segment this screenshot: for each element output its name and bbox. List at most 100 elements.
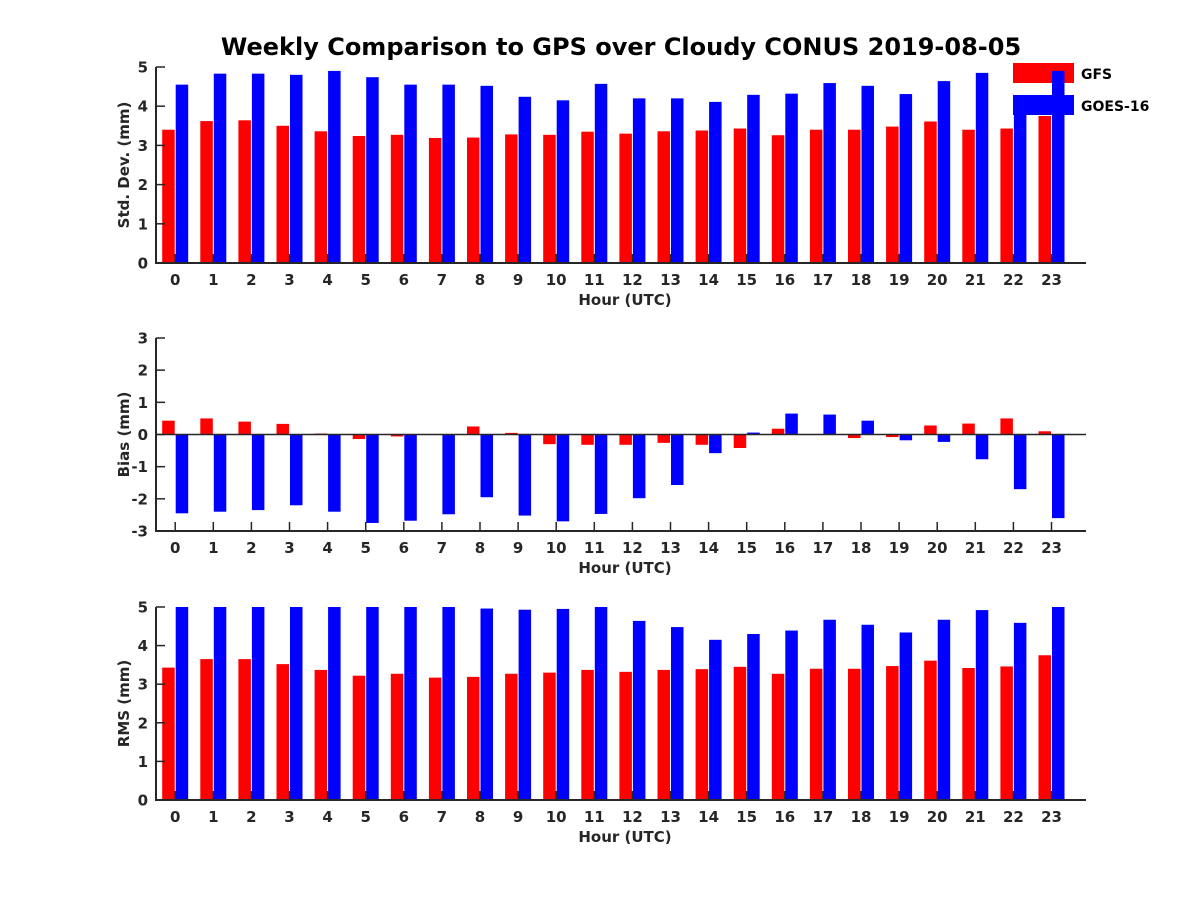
stddev-bar-gfs-5 [352, 135, 366, 263]
rms-bar-goes16-10 [556, 608, 570, 800]
rms-x-tick-label: 22 [1003, 808, 1024, 826]
legend-label-gfs: GFS [1081, 67, 1112, 83]
bias-bar-gfs-5 [352, 434, 366, 439]
bias-bar-gfs-12 [619, 434, 632, 445]
rms-y-tick-label: 0 [138, 792, 148, 810]
stddev-bar-goes16-16 [785, 93, 798, 263]
bias-x-tick-label: 4 [322, 539, 332, 557]
bias-bar-gfs-11 [581, 434, 594, 445]
bias-bar-goes16-8 [480, 434, 493, 498]
stddev-bar-goes16-14 [709, 101, 722, 263]
stddev-bar-goes16-20 [937, 81, 951, 263]
rms-bar-goes16-3 [290, 607, 303, 800]
stddev-bar-gfs-7 [428, 137, 442, 263]
stddev-bar-goes16-1 [213, 73, 227, 263]
stddev-bar-goes16-6 [404, 84, 417, 263]
rms-y-tick-label: 2 [138, 714, 148, 732]
rms-bar-gfs-19 [886, 666, 899, 800]
rms-x-tick-label: 13 [660, 808, 681, 826]
stddev-x-tick-label: 18 [851, 271, 872, 289]
bias-x-tick-label: 1 [208, 539, 218, 557]
stddev-bar-goes16-0 [175, 84, 189, 263]
stddev-bar-gfs-4 [314, 131, 328, 263]
rms-bar-goes16-7 [442, 607, 455, 800]
bias-x-tick-label: 20 [927, 539, 948, 557]
stddev-bar-goes16-21 [975, 72, 989, 263]
bias-bar-goes16-17 [823, 414, 836, 435]
rms-x-tick-label: 14 [698, 808, 719, 826]
legend: GFS GOES-16 [1013, 63, 1149, 115]
bias-bar-gfs-16 [771, 428, 785, 435]
rms-bar-goes16-18 [861, 624, 874, 800]
bias-y-tick-label: 3 [138, 330, 148, 348]
bias-x-tick-label: 3 [284, 539, 294, 557]
rms-x-tick-label: 23 [1041, 808, 1062, 826]
rms-y-tick-label: 4 [138, 637, 148, 655]
stddev-bar-goes16-19 [899, 94, 913, 263]
bias-x-tick-label: 6 [399, 539, 409, 557]
bias-x-tick-label: 15 [736, 539, 757, 557]
rms-x-axis-label: Hour (UTC) [578, 828, 671, 846]
stddev-bar-gfs-0 [162, 129, 175, 263]
stddev-x-tick-label: 0 [170, 271, 180, 289]
stddev-bar-gfs-22 [1000, 128, 1013, 263]
bias-bar-goes16-14 [709, 434, 722, 454]
bias-x-tick-label: 23 [1041, 539, 1062, 557]
rms-x-tick-label: 0 [170, 808, 180, 826]
bias-y-tick-label: -3 [131, 523, 148, 541]
bias-x-tick-label: 7 [437, 539, 447, 557]
bias-bar-goes16-20 [937, 434, 951, 442]
stddev-x-tick-label: 15 [736, 271, 757, 289]
bias-bar-goes16-21 [975, 434, 989, 460]
rms-x-tick-label: 2 [246, 808, 256, 826]
stddev-x-tick-label: 7 [437, 271, 447, 289]
rms-bar-goes16-20 [937, 619, 951, 800]
stddev-y-tick-label: 5 [138, 59, 148, 77]
rms-x-tick-label: 20 [927, 808, 948, 826]
bias-x-tick-label: 2 [246, 539, 256, 557]
stddev-bar-goes16-2 [251, 73, 265, 263]
bias-bar-gfs-13 [657, 434, 670, 443]
bias-bar-goes16-11 [594, 434, 608, 514]
stddev-bar-goes16-3 [290, 74, 303, 263]
rms-bar-goes16-15 [747, 634, 760, 800]
stddev-bar-goes16-4 [328, 70, 341, 263]
bias-x-tick-label: 11 [584, 539, 605, 557]
rms-x-tick-label: 3 [284, 808, 294, 826]
rms-bar-goes16-6 [404, 607, 417, 800]
stddev-x-tick-label: 11 [584, 271, 605, 289]
rms-bar-goes16-4 [328, 607, 341, 800]
bias-bar-gfs-3 [276, 423, 289, 435]
stddev-y-tick-label: 1 [138, 215, 148, 233]
stddev-bar-gfs-11 [581, 131, 594, 263]
stddev-x-tick-label: 16 [774, 271, 795, 289]
bias-x-tick-label: 9 [513, 539, 523, 557]
rms-x-tick-label: 5 [360, 808, 370, 826]
rms-y-tick-label: 1 [138, 753, 148, 771]
rms-bar-gfs-1 [200, 659, 213, 800]
stddev-bar-goes16-13 [671, 98, 684, 263]
stddev-x-tick-label: 10 [546, 271, 567, 289]
stddev-y-tick-label: 2 [138, 176, 148, 194]
bias-x-tick-label: 14 [698, 539, 719, 557]
stddev-y-axis-label: Std. Dev. (mm) [115, 102, 133, 229]
stddev-x-tick-label: 20 [927, 271, 948, 289]
chart-title: Weekly Comparison to GPS over Cloudy CON… [221, 33, 1021, 61]
stddev-bar-goes16-8 [480, 85, 493, 263]
stddev-bar-goes16-23 [1052, 70, 1065, 263]
stddev-bar-gfs-8 [467, 137, 480, 263]
bias-bar-goes16-22 [1013, 434, 1027, 490]
rms-x-tick-label: 18 [851, 808, 872, 826]
rms-bar-gfs-20 [924, 660, 937, 800]
stddev-bar-goes16-9 [518, 96, 532, 263]
rms-bar-gfs-8 [467, 676, 480, 800]
bias-bar-goes16-7 [442, 434, 455, 515]
stddev-y-tick-label: 0 [138, 255, 148, 273]
bias-bar-gfs-0 [162, 420, 175, 435]
rms-bar-goes16-1 [213, 607, 227, 800]
bias-y-tick-label: -2 [131, 490, 148, 508]
stddev-bar-gfs-23 [1038, 116, 1051, 263]
rms-bar-goes16-14 [709, 639, 722, 800]
